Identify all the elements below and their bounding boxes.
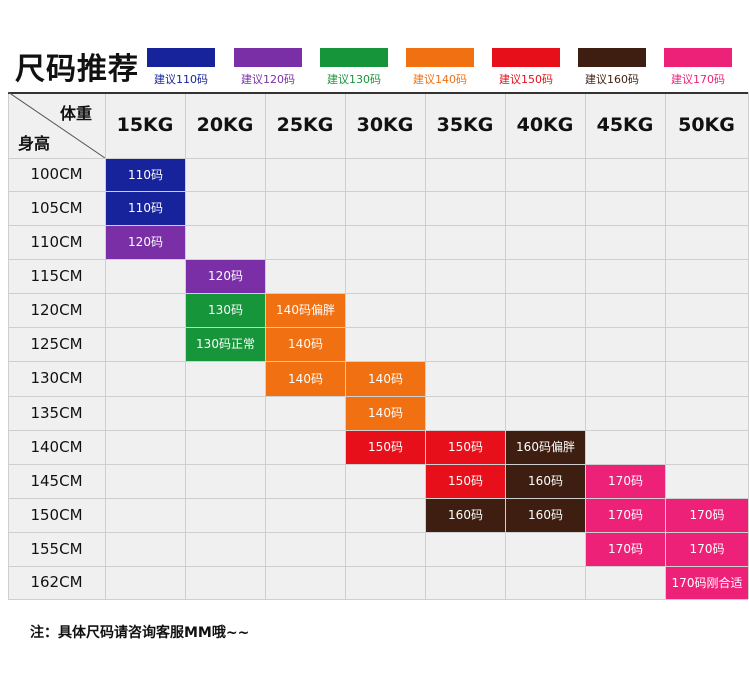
row-divider [8, 361, 748, 362]
column-divider [425, 92, 426, 599]
page-title: 尺码推荐 [15, 52, 139, 87]
weight-header: 50KG [678, 114, 735, 136]
size-cell: 150码 [426, 465, 505, 498]
column-divider [665, 92, 666, 599]
corner-weight-label: 体重 [60, 104, 93, 123]
legend-swatch [147, 48, 215, 67]
legend-swatch [664, 48, 732, 67]
weight-header: 35KG [436, 114, 494, 136]
legend-item: 建议150码 [492, 48, 560, 87]
header: 尺码推荐 [0, 0, 749, 95]
corner-height-label: 身高 [18, 134, 51, 153]
legend-label: 建议150码 [499, 73, 553, 86]
size-cell: 170码刚合适 [666, 567, 748, 599]
legend-item: 建议110码 [147, 48, 215, 87]
column-divider [265, 92, 266, 599]
weight-header: 25KG [276, 114, 334, 136]
size-cell: 140码 [266, 362, 345, 396]
legend-label: 建议170码 [671, 73, 725, 86]
footnote: 注：具体尺码请咨询客服MM哦~~ [30, 625, 250, 641]
height-header: 155CM [30, 540, 83, 558]
row-divider [8, 599, 748, 600]
row-divider [8, 430, 748, 431]
height-header: 140CM [30, 438, 83, 456]
size-cell: 120码 [106, 226, 185, 259]
row-divider [8, 532, 748, 533]
legend-swatch [492, 48, 560, 67]
legend-label: 建议110码 [154, 73, 208, 86]
height-header: 100CM [30, 165, 83, 183]
weight-header: 40KG [516, 114, 574, 136]
column-divider [8, 92, 9, 599]
height-header: 145CM [30, 472, 83, 490]
weight-header: 15KG [116, 114, 174, 136]
size-cell: 130码正常 [186, 328, 265, 361]
size-cell: 110码 [106, 192, 185, 225]
size-cell: 150码 [426, 431, 505, 464]
row-divider [8, 191, 748, 192]
row-divider [8, 327, 748, 328]
size-cell: 170码 [586, 533, 665, 566]
legend-item: 建议120码 [234, 48, 302, 87]
size-cell: 150码 [346, 431, 425, 464]
legend-swatch [578, 48, 646, 67]
size-cell: 170码 [666, 533, 748, 566]
legend-swatch [320, 48, 388, 67]
size-cell: 160码 [506, 499, 585, 532]
weight-header: 30KG [356, 114, 414, 136]
column-divider [585, 92, 586, 599]
height-header: 162CM [30, 573, 83, 591]
corner-diagonal [8, 92, 106, 158]
weight-header: 45KG [596, 114, 654, 136]
legend-label: 建议130码 [327, 73, 381, 86]
height-header: 110CM [30, 233, 83, 251]
column-divider [105, 92, 106, 599]
size-cell: 160码 [506, 465, 585, 498]
column-divider [185, 92, 186, 599]
row-divider [8, 259, 748, 260]
height-header: 120CM [30, 301, 83, 319]
size-cell: 110码 [106, 159, 185, 191]
legend-item: 建议130码 [320, 48, 388, 87]
legend-label: 建议120码 [241, 73, 295, 86]
row-divider [8, 396, 748, 397]
size-cell: 140码 [346, 362, 425, 396]
size-cell: 130码 [186, 294, 265, 327]
legend-swatch [406, 48, 474, 67]
height-header: 105CM [30, 199, 83, 217]
size-cell: 120码 [186, 260, 265, 293]
size-cell: 160码偏胖 [506, 431, 585, 464]
row-divider [8, 566, 748, 567]
size-cell: 140码 [346, 397, 425, 430]
legend-label: 建议160码 [585, 73, 639, 86]
legend-item: 建议160码 [578, 48, 646, 87]
height-header: 130CM [30, 369, 83, 387]
height-header: 135CM [30, 404, 83, 422]
size-cell: 170码 [586, 465, 665, 498]
height-header: 125CM [30, 335, 83, 353]
row-divider [8, 498, 748, 499]
legend-item: 建议140码 [406, 48, 474, 87]
legend-label: 建议140码 [413, 73, 467, 86]
row-divider [8, 158, 748, 159]
weight-header: 20KG [196, 114, 254, 136]
size-cell: 170码 [586, 499, 665, 532]
height-header: 150CM [30, 506, 83, 524]
size-cell: 140码 [266, 328, 345, 361]
column-divider [505, 92, 506, 599]
row-divider [8, 464, 748, 465]
size-cell: 170码 [666, 499, 748, 532]
column-divider [345, 92, 346, 599]
size-cell: 160码 [426, 499, 505, 532]
row-divider [8, 225, 748, 226]
height-header: 115CM [30, 267, 83, 285]
legend-item: 建议170码 [664, 48, 732, 87]
size-cell: 140码偏胖 [266, 294, 345, 327]
legend-swatch [234, 48, 302, 67]
table-top-border [8, 92, 748, 94]
row-divider [8, 293, 748, 294]
